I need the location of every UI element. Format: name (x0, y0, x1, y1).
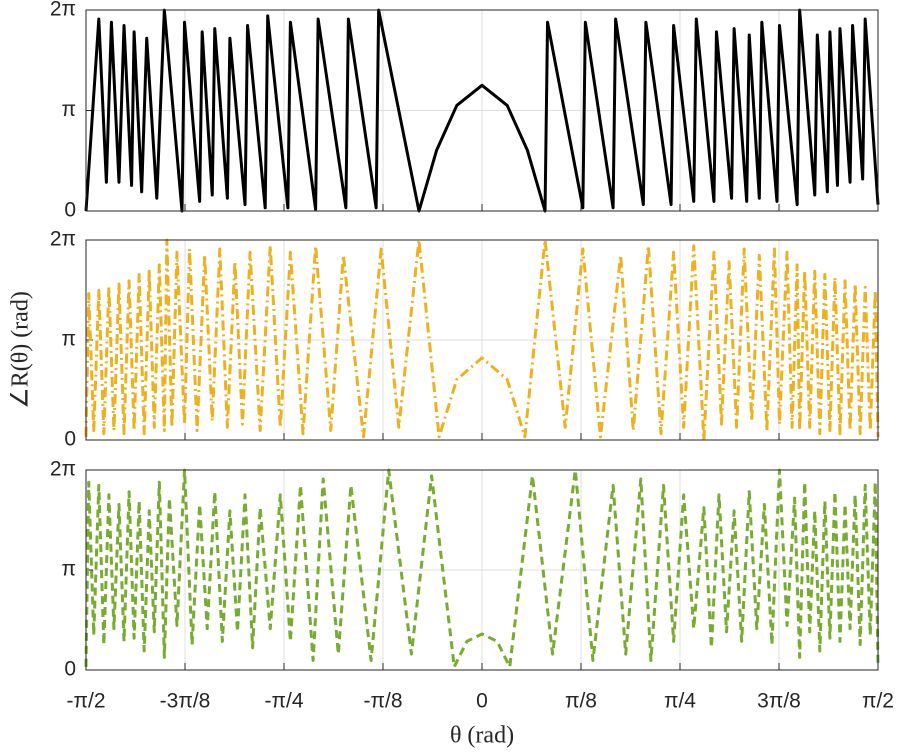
y-tick-label: π (62, 328, 77, 351)
y-tick-label: 2π (50, 0, 76, 21)
y-tick-label: 0 (64, 199, 76, 222)
x-tick-label: 0 (476, 690, 488, 713)
x-tick-label: π/4 (664, 690, 696, 713)
data-line (84, 238, 880, 442)
y-tick-label: π (62, 98, 77, 121)
y-tick-label: 2π (50, 228, 76, 251)
axes-box (85, 239, 879, 441)
axes-box (85, 9, 879, 212)
x-tick-label: -π/2 (67, 690, 106, 713)
y-axis-label: ∠R(θ) (rad) (8, 291, 34, 409)
x-tick-label: -3π/8 (160, 690, 211, 713)
x-tick-label: -π/4 (265, 690, 304, 713)
x-tick-label: -π/8 (364, 690, 403, 713)
x-axis-label: θ (rad) (450, 723, 514, 749)
x-tick-label: 3π/8 (757, 690, 801, 713)
axes-box (85, 469, 879, 671)
y-tick-label: 2π (50, 458, 76, 481)
y-tick-label: 0 (64, 658, 76, 681)
data-line (84, 468, 880, 669)
y-tick-label: π (62, 558, 77, 581)
x-tick-label: π/8 (565, 690, 597, 713)
x-tick-label: π/2 (862, 690, 894, 713)
y-tick-label: 0 (64, 428, 76, 451)
